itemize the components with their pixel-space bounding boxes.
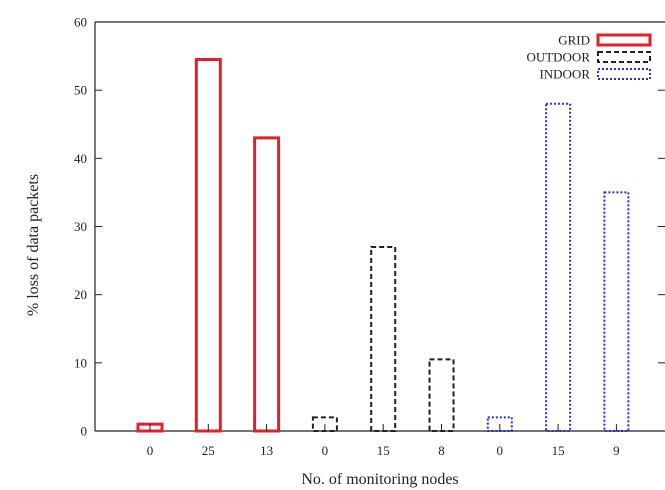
x-tick-label: 25	[202, 443, 215, 458]
y-axis-title: % loss of data packets	[25, 174, 42, 316]
bar-grid	[253, 136, 281, 433]
y-tick-label: 20	[74, 287, 87, 302]
legend-swatch-grid	[596, 33, 652, 47]
y-tick-label: 50	[74, 83, 87, 98]
x-tick-label: 0	[322, 443, 329, 458]
legend-label-indoor: INDOOR	[539, 67, 590, 82]
x-tick-label: 0	[147, 443, 154, 458]
bar-outdoor	[428, 358, 455, 432]
y-tick-label: 30	[74, 219, 87, 234]
legend-swatch-outdoor	[597, 51, 651, 63]
bar-outdoor	[370, 245, 397, 432]
ticks: 0 10 20 30 40 50 60 0 25 13 0 15 8 0 15 9	[74, 15, 665, 458]
x-tick-label: 8	[438, 443, 445, 458]
x-axis-title: No. of monitoring nodes	[301, 471, 458, 488]
bar-indoor	[545, 102, 572, 433]
legend-swatch-indoor	[597, 68, 651, 80]
y-tick-label: 60	[74, 15, 87, 30]
legend-label-outdoor: OUTDOOR	[526, 50, 590, 65]
x-tick-label: 15	[552, 443, 565, 458]
x-tick-label: 0	[497, 443, 504, 458]
bar-indoor	[603, 191, 630, 432]
axes	[94, 21, 665, 432]
bars	[136, 57, 630, 433]
legend: GRID OUTDOOR INDOOR	[526, 33, 652, 82]
y-tick-label: 10	[74, 355, 87, 370]
bar-grid	[194, 57, 222, 433]
legend-label-grid: GRID	[558, 33, 590, 48]
x-tick-label: 15	[377, 443, 390, 458]
y-tick-label: 0	[81, 424, 88, 439]
x-tick-label: 13	[260, 443, 273, 458]
y-tick-label: 40	[74, 151, 87, 166]
x-tick-label: 9	[613, 443, 620, 458]
